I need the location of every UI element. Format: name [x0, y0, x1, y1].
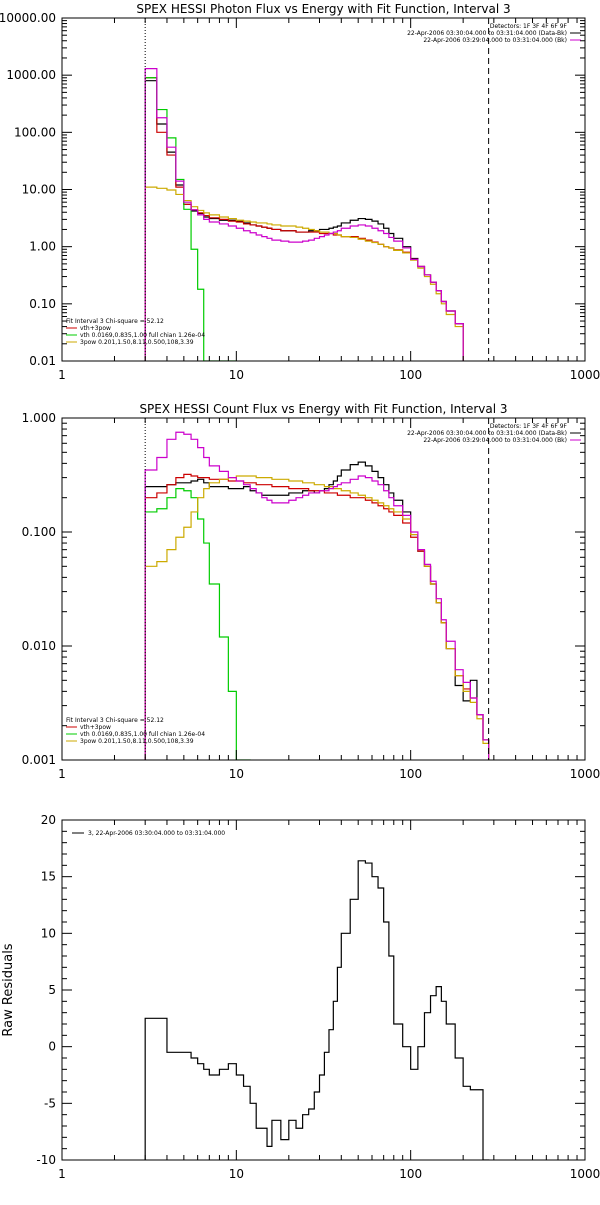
legend-label: vth 0.0169,0.835,1.00 full chian 1.26e-0…	[80, 332, 205, 339]
legend-label: 3pow 0.201,1.50,8.11,0.500,108,3.39	[80, 339, 194, 346]
header-line: Detectors: 1F 3F 4F 6F 9F	[490, 423, 568, 430]
x-tick-label: 100	[399, 368, 422, 382]
y-tick-label: 0.001	[22, 753, 56, 767]
x-tick-label: 10	[229, 368, 244, 382]
chart-panel-2: SPEX HESSI Count Flux vs Energy with Fit…	[22, 402, 600, 781]
y-tick-label: 0.010	[22, 639, 56, 653]
series-group	[144, 431, 490, 760]
plot-frame	[61, 17, 586, 362]
y-axis-label: Raw Residuals	[1, 943, 16, 1036]
legend-label: vth+3pow	[80, 724, 111, 731]
y-tick-label: 0.100	[22, 525, 56, 539]
header-line: Detectors: 1F 3F 4F 6F 9F	[490, 23, 568, 30]
header-line: 22-Apr-2006 03:30:04.000 to 03:31:04.000…	[407, 30, 567, 37]
series-line-power	[144, 475, 490, 760]
y-tick-label: 1.000	[22, 411, 56, 425]
x-tick-label: 10	[229, 767, 244, 781]
header-line: 22-Apr-2006 03:29:04.000 to 03:31:04.000…	[423, 437, 567, 444]
chart-title: SPEX HESSI Count Flux vs Energy with Fit…	[139, 402, 507, 416]
plot-frame	[61, 417, 586, 761]
chart-panel-3: 1 10 100 1000 -10 -5 0 5 10 15 20 Raw Residuals 3, 2…	[1, 813, 600, 1181]
series-line-thermal	[144, 488, 251, 760]
x-tick-label: 1000	[570, 368, 600, 382]
x-tick-label: 100	[399, 767, 422, 781]
series-line-total	[144, 77, 464, 361]
x-tick-label: 1	[58, 368, 66, 382]
y-tick-label: 0	[48, 1040, 56, 1054]
legend-label: vth 0.0169,0.835,1.00 full chian 1.26e-0…	[80, 731, 205, 738]
x-tick-label: 1	[58, 767, 66, 781]
chart-panel-1: SPEX HESSI Photon Flux vs Energy with Fi…	[0, 2, 600, 382]
x-tick-label: 100	[399, 1167, 422, 1181]
header-line: 22-Apr-2006 03:29:04.000 to 03:31:04.000…	[423, 37, 567, 44]
x-tick-label: 1	[58, 1167, 66, 1181]
series-line-data	[144, 461, 490, 760]
y-tick-label: 0.01	[29, 354, 56, 368]
fit-label: Fit Interval 3 Chi-square = 52.12	[66, 717, 164, 724]
y-tick-label: 100.00	[14, 125, 56, 139]
legend-label: 3, 22-Apr-2006 03:30:04.000 to 03:31:04.…	[88, 830, 225, 837]
legend-label: 3pow 0.201,1.50,8.11,0.500,108,3.39	[80, 738, 194, 745]
y-tick-label: 10	[41, 926, 56, 940]
y-tick-label: 15	[41, 870, 56, 884]
chart-title: SPEX HESSI Photon Flux vs Energy with Fi…	[136, 2, 510, 16]
x-tick-label: 1000	[570, 767, 600, 781]
y-tick-label: -5	[44, 1096, 56, 1110]
y-tick-label: 5	[48, 983, 56, 997]
series-line-series	[144, 860, 490, 1160]
x-tick-label: 10	[229, 1167, 244, 1181]
y-tick-label: 1.00	[29, 240, 56, 254]
series-group	[144, 860, 490, 1160]
y-tick-label: 0.10	[29, 297, 56, 311]
fit-label: Fit Interval 3 Chi-square = 52.12	[66, 318, 164, 325]
y-tick-label: -10	[36, 1153, 56, 1167]
series-line-data	[144, 80, 464, 361]
series-line-power	[144, 186, 464, 361]
header-line: 22-Apr-2006 03:30:04.000 to 03:31:04.000…	[407, 430, 567, 437]
y-tick-label: 1000.00	[6, 68, 56, 82]
series-group	[144, 68, 464, 361]
y-tick-label: 20	[41, 813, 56, 827]
series-line-data-alt	[144, 68, 464, 361]
x-tick-label: 1000	[570, 1167, 600, 1181]
plot-frame	[61, 819, 586, 1161]
legend-label: vth+3pow	[80, 325, 111, 332]
series-line-total	[144, 473, 490, 760]
y-tick-label: 10000.00	[0, 11, 56, 25]
series-line-data-alt	[144, 431, 490, 760]
y-tick-label: 10.00	[22, 183, 56, 197]
